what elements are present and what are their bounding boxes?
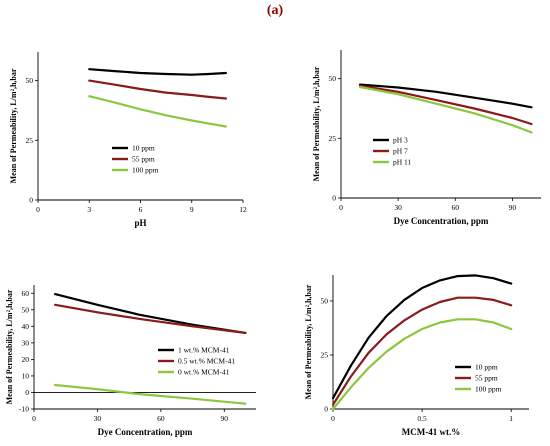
y-tick-label: 50 <box>26 76 34 85</box>
y-tick-label: 0 <box>332 194 336 203</box>
series-line <box>331 318 513 411</box>
series-line <box>88 95 227 128</box>
x-tick-label: 90 <box>509 203 517 212</box>
x-tick-label: 0 <box>331 414 335 423</box>
x-tick-label: 30 <box>94 414 102 423</box>
legend: pH 3 pH 7 pH 11 <box>373 136 412 167</box>
y-tick-label: 50 <box>329 74 337 83</box>
y-tick-label: 60 <box>22 289 30 298</box>
y-axis-label: Mean of Permeability, L/m²,h,bar <box>9 68 18 183</box>
series-line <box>88 79 227 100</box>
x-tick-label: 0 <box>36 205 40 214</box>
y-tick-label: 50 <box>22 305 30 314</box>
series-line <box>53 303 247 335</box>
x-axis-label: pH <box>134 218 146 228</box>
legend-label: 55 ppm <box>475 374 498 383</box>
series-line <box>53 293 247 335</box>
legend-label: 100 ppm <box>475 385 502 394</box>
chart-mcm-wt: 0 0.5 1 0 25 50 10 ppm 55 ppm 100 ppm MCM-41 wt.%… <box>304 274 529 437</box>
x-tick-label: 9 <box>190 205 194 214</box>
x-tick-label: 0.5 <box>417 414 427 423</box>
legend-label: 0.5 wt.% MCM-41 <box>178 357 235 366</box>
legend: 10 ppm 55 ppm 100 ppm <box>112 144 159 175</box>
x-tick-label: 1 <box>509 414 513 423</box>
y-tick-label: 0 <box>25 388 29 397</box>
legend-label: 55 ppm <box>132 155 155 164</box>
y-tick-label: 40 <box>22 322 30 331</box>
y-axis-label: Mean of Permeability, L/m²,h,bar <box>312 66 321 181</box>
x-tick-label: 60 <box>452 203 460 212</box>
x-axis-label: Dye Concentration, ppm <box>394 216 489 226</box>
y-tick-label: 20 <box>22 355 30 364</box>
x-tick-label: 6 <box>139 205 143 214</box>
series-line <box>358 85 533 134</box>
series-line <box>331 296 513 406</box>
figure-label: (a) <box>266 3 284 18</box>
y-tick-label: 0 <box>324 405 328 414</box>
series-line <box>53 383 247 405</box>
legend: 1 wt.% MCM-41 0.5 wt.% MCM-41 0 wt.% MCM-4… <box>158 346 235 377</box>
y-tick-label: 25 <box>329 134 337 143</box>
y-tick-label: 30 <box>22 338 30 347</box>
x-tick-label: 12 <box>239 205 247 214</box>
legend-label: 100 ppm <box>132 166 159 175</box>
y-tick-label: 25 <box>321 351 329 360</box>
legend-label: 10 ppm <box>132 144 155 153</box>
chart-dye-concentration-ph: 0 30 60 90 0 25 50 pH 3 pH 7 pH 11 Dye Concentrati… <box>312 50 541 226</box>
x-tick-label: 30 <box>394 203 402 212</box>
x-tick-label: 90 <box>221 414 229 423</box>
legend-label: pH 3 <box>393 136 408 145</box>
x-axis-label: MCM-41 wt.% <box>402 427 460 437</box>
y-tick-label: 50 <box>321 297 329 306</box>
legend-label: 1 wt.% MCM-41 <box>178 346 230 355</box>
legend-label: pH 7 <box>393 147 408 156</box>
y-tick-label: 25 <box>26 136 34 145</box>
series-line <box>358 84 533 126</box>
y-tick-label: -10 <box>19 405 29 414</box>
x-tick-label: 0 <box>32 414 36 423</box>
y-axis-label: Mean of Permeability, L/m²,h,bar <box>304 284 313 399</box>
y-tick-label: 10 <box>22 372 30 381</box>
x-tick-label: 60 <box>157 414 165 423</box>
x-tick-label: 0 <box>339 203 343 212</box>
legend: 10 ppm 55 ppm 100 ppm <box>455 363 502 394</box>
series-line <box>88 68 227 76</box>
legend-label: pH 11 <box>393 158 412 167</box>
y-tick-label: 0 <box>29 196 33 205</box>
chart-ph: 0 3 6 9 12 0 25 50 10 ppm 55 ppm 100 ppm pH Mean of … <box>9 52 247 228</box>
series-line <box>331 274 513 400</box>
x-tick-label: 3 <box>87 205 91 214</box>
y-axis-label: Mean of Permeability, L/m²,h,bar <box>5 289 14 404</box>
legend-label: 10 ppm <box>475 363 498 372</box>
legend-label: 0 wt.% MCM-41 <box>178 368 230 377</box>
x-axis-label: Dye Concentration, ppm <box>98 427 193 437</box>
series-line <box>358 83 533 109</box>
